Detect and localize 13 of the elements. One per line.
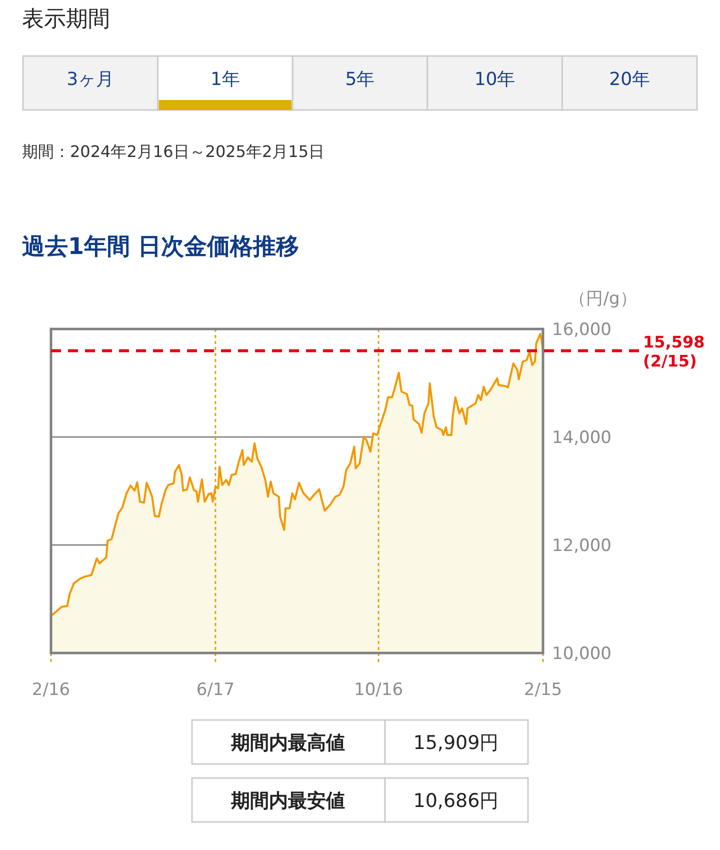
- x-tick-label: 2/15: [524, 680, 562, 700]
- chart-title: 過去1年間 日次金価格推移: [22, 234, 300, 260]
- chart-subtitle: 期間：2024年2月16日～2025年2月15日: [22, 142, 325, 161]
- y-tick-label: 12,000: [552, 536, 612, 556]
- x-tick-label: 6/17: [196, 680, 235, 700]
- text: 表示期間: [22, 7, 110, 32]
- y-axis-title: （円/g）: [569, 289, 637, 309]
- x-tick-label: 2/16: [32, 680, 70, 700]
- ref-line-label: 15,598 (2/15): [643, 332, 705, 371]
- y-tick-label: 14,000: [552, 428, 612, 448]
- y-tick-label: 16,000: [552, 320, 612, 340]
- y-tick-label: 10,000: [552, 644, 612, 664]
- x-tick-label: 10/16: [354, 680, 404, 700]
